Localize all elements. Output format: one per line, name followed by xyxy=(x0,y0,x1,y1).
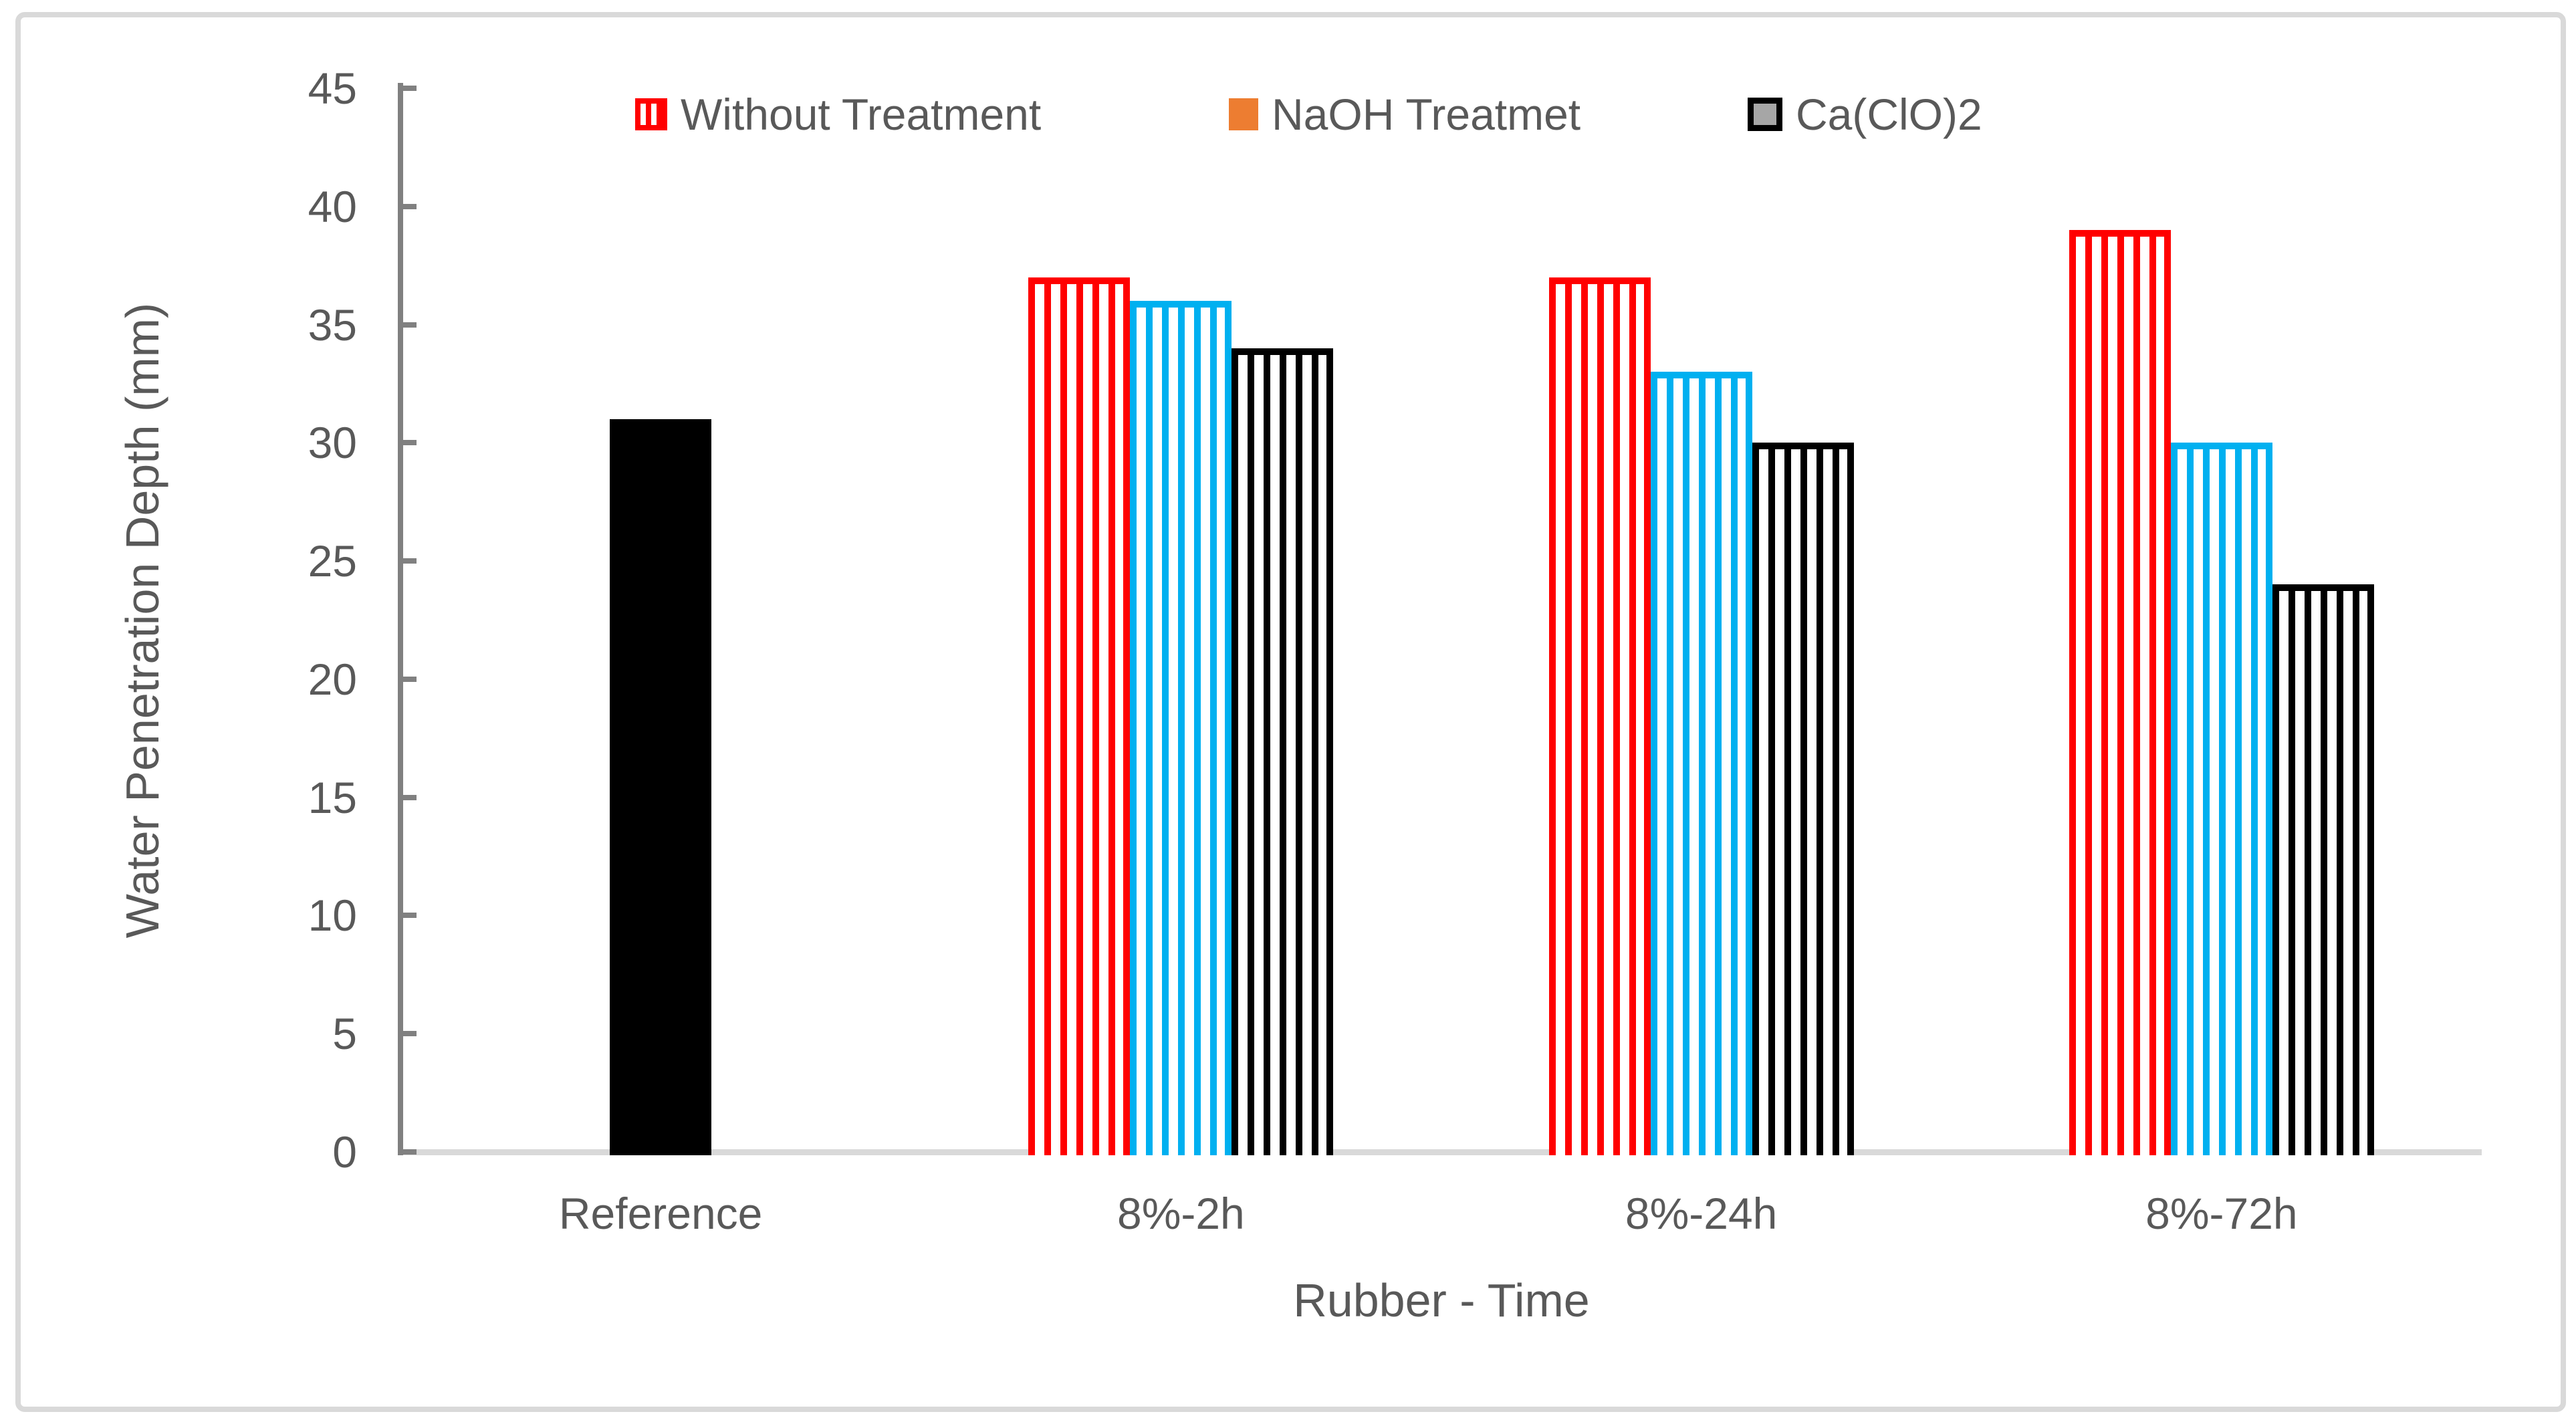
legend-entry-caclo2: Ca(ClO)2 xyxy=(1748,92,1982,136)
x-axis-line xyxy=(400,1149,2482,1155)
y-axis-tick xyxy=(398,322,417,328)
y-axis-line xyxy=(398,83,403,1155)
y-axis-tick xyxy=(398,203,417,209)
bar-8-2h-series-3 xyxy=(1232,348,1333,1155)
bar-8-72h-series-2 xyxy=(2171,443,2272,1155)
y-axis-tick xyxy=(398,86,417,91)
bar-8-2h-series-2 xyxy=(1130,301,1232,1155)
y-axis-tick xyxy=(398,1149,417,1155)
y-axis-tick xyxy=(398,440,417,446)
x-category-label: 8%-2h xyxy=(1117,1189,1245,1238)
x-category-label: 8%-24h xyxy=(1625,1189,1778,1238)
legend-entry-naoh-treatment: NaOH Treatmet xyxy=(1229,92,1580,136)
legend-swatch-orange-solid-icon xyxy=(1229,98,1258,130)
y-axis-tick xyxy=(398,794,417,800)
bar-8-24h-series-2 xyxy=(1651,372,1752,1155)
y-tick-label: 0 xyxy=(332,1127,357,1177)
y-tick-label: 15 xyxy=(308,772,357,822)
legend-entry-without-treatment: Without Treatment xyxy=(635,92,1041,136)
y-axis-tick xyxy=(398,676,417,682)
bar-8-72h-series-1 xyxy=(2069,230,2171,1155)
y-axis-tick xyxy=(398,1031,417,1037)
y-tick-label: 10 xyxy=(308,891,357,941)
x-category-label: Reference xyxy=(558,1189,763,1238)
y-tick-label: 45 xyxy=(308,64,357,113)
x-axis-title: Rubber - Time xyxy=(1293,1274,1590,1326)
y-tick-label: 5 xyxy=(332,1009,357,1059)
y-tick-label: 40 xyxy=(308,181,357,231)
bar-reference xyxy=(610,419,711,1155)
y-axis-title: Water Penetration Depth (mm) xyxy=(116,302,168,939)
y-tick-label: 35 xyxy=(308,300,357,350)
y-axis-tick xyxy=(398,913,417,919)
legend-label-naoh-treatment: NaOH Treatmet xyxy=(1272,90,1581,139)
legend-label-without-treatment: Without Treatment xyxy=(681,90,1042,139)
legend-label-caclo2: Ca(ClO)2 xyxy=(1796,90,1982,139)
y-tick-label: 20 xyxy=(308,654,357,704)
bar-8-24h-series-3 xyxy=(1752,443,1854,1155)
bar-8-72h-series-3 xyxy=(2272,584,2374,1155)
y-tick-label: 25 xyxy=(308,536,357,586)
bar-8-24h-series-1 xyxy=(1549,277,1651,1155)
x-category-label: 8%-72h xyxy=(2145,1189,2298,1238)
legend-swatch-red-striped-icon xyxy=(635,98,667,130)
y-tick-label: 30 xyxy=(308,418,357,468)
y-axis-tick xyxy=(398,558,417,564)
legend-swatch-gray-filled-icon xyxy=(1748,98,1782,131)
bar-8-2h-series-1 xyxy=(1028,277,1130,1155)
